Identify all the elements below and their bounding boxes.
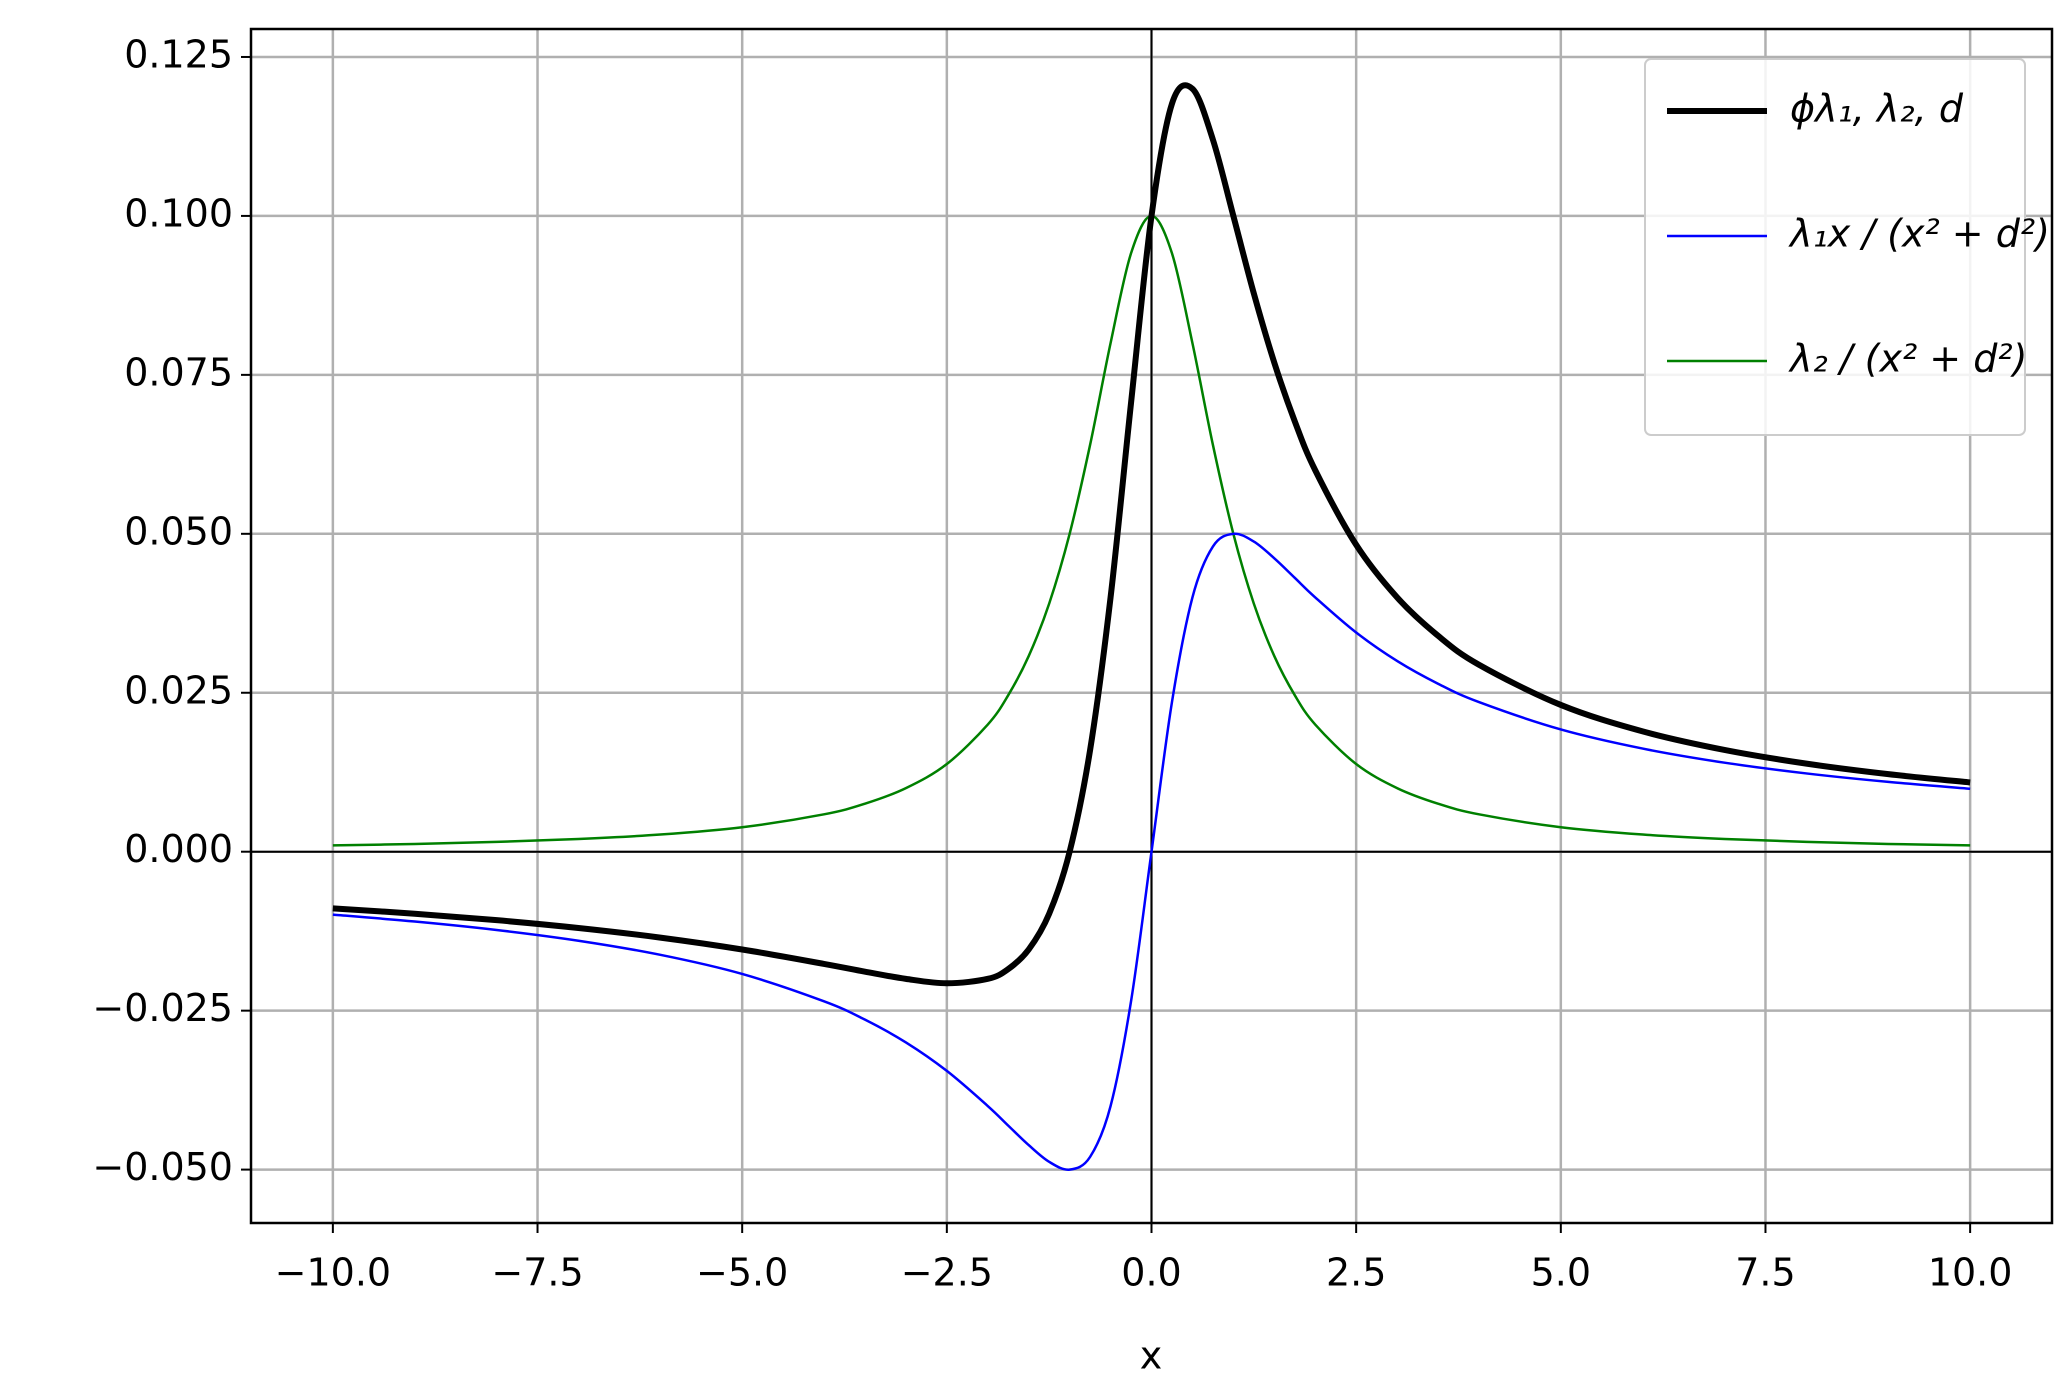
plot-frame [249, 27, 2054, 1225]
legend-box [1644, 58, 2026, 436]
y-tick-label: −0.025 [92, 986, 233, 1030]
y-tick-label: 0.050 [124, 509, 233, 553]
x-tick-label: −7.5 [491, 1251, 583, 1295]
x-tick-label: 10.0 [1928, 1251, 2013, 1295]
x-tick-label: −5.0 [696, 1251, 788, 1295]
legend-label: λ₁x / (x² + d²) [1788, 212, 2050, 256]
x-tick-label: −10.0 [275, 1251, 391, 1295]
x-tick-label: −2.5 [901, 1251, 993, 1295]
legend-label: ϕλ₁, λ₂, d [1790, 87, 1964, 131]
y-tick-label: 0.075 [124, 350, 233, 394]
series-line [332, 532, 1971, 1171]
x-tick-label: 0.0 [1121, 1251, 1181, 1295]
series-line [332, 82, 1971, 987]
legend: ϕλ₁, λ₂, d λ₁x / (x² + d²) λ₂ / (x² + d²) [1644, 58, 2050, 436]
x-tick-label: 5.0 [1531, 1251, 1591, 1295]
x-tick-label: 7.5 [1735, 1251, 1795, 1295]
legend-label: λ₂ / (x² + d²) [1788, 337, 2027, 381]
y-tick-label: 0.025 [124, 668, 233, 712]
y-tick-label: 0.100 [124, 191, 233, 235]
y-tick-label: 0.125 [124, 32, 233, 76]
x-axis-label: x [1140, 1334, 1163, 1377]
y-tick-label: 0.000 [124, 827, 233, 871]
x-tick-label: 2.5 [1326, 1251, 1386, 1295]
y-tick-label: −0.050 [92, 1145, 233, 1189]
